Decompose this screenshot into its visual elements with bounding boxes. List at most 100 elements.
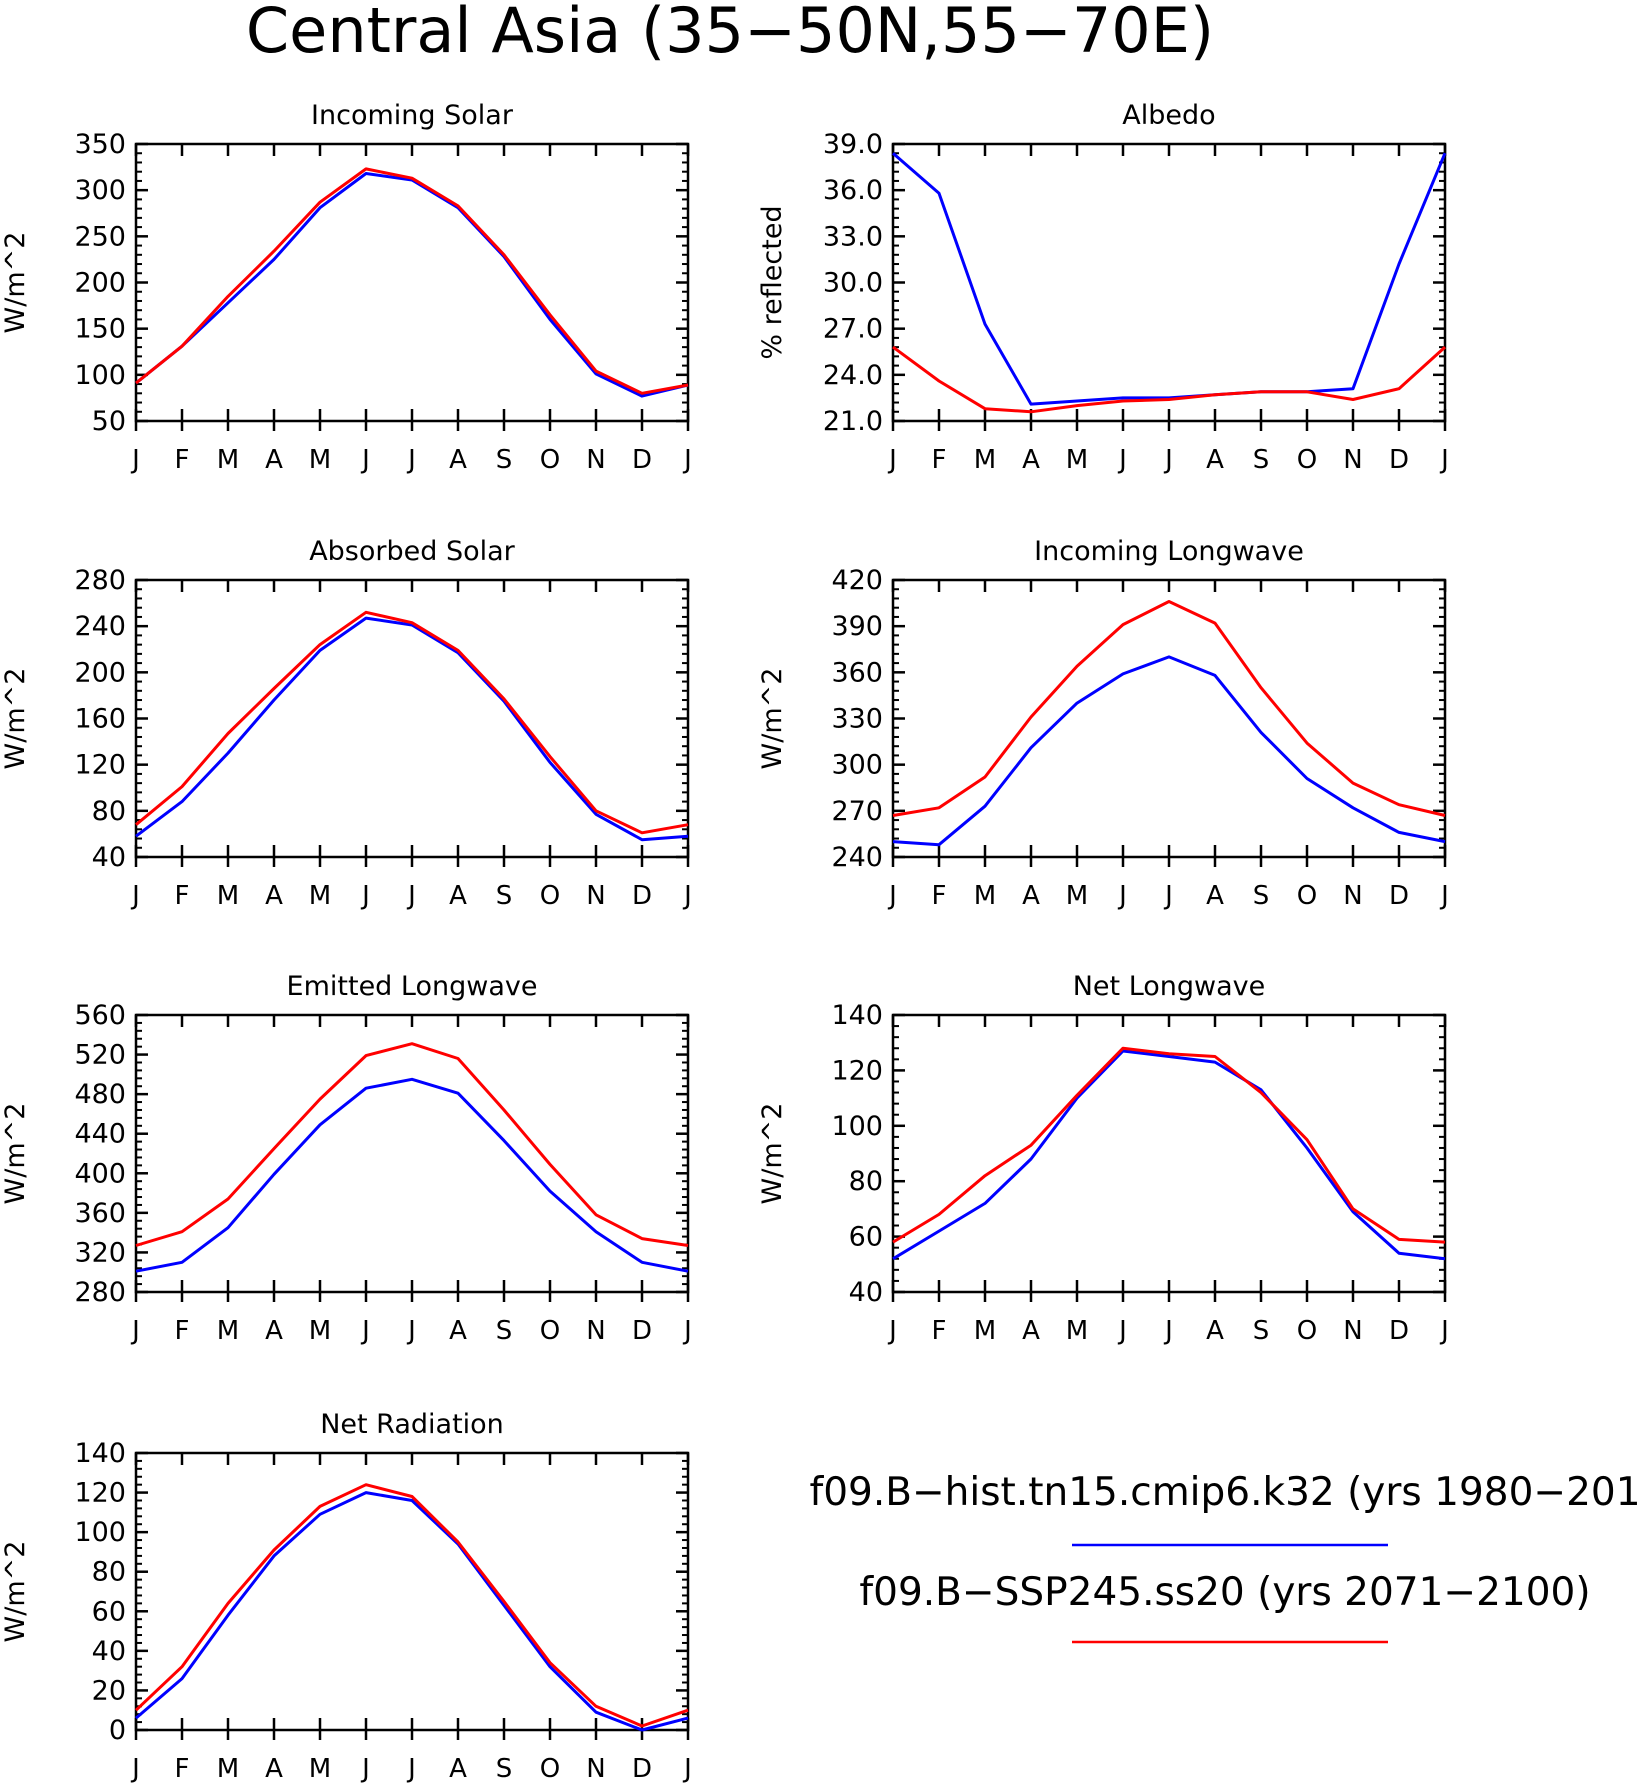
y-axis-label: W/m^2 — [0, 232, 31, 334]
x-tick-label: M — [309, 1316, 331, 1346]
y-tick-label: 140 — [74, 1438, 126, 1469]
series-line — [892, 1049, 1446, 1261]
y-tick-label: 200 — [74, 657, 126, 688]
y-tick-label: 270 — [831, 796, 883, 827]
y-tick-label: 400 — [74, 1158, 126, 1189]
panels-group: Incoming SolarW/m^250100150200250300350J… — [0, 100, 1449, 1783]
x-tick-label: F — [175, 881, 190, 911]
x-tick-label: A — [1206, 1316, 1224, 1346]
y-tick-label: 80 — [92, 1557, 126, 1588]
x-tick-label: J — [682, 1754, 692, 1783]
x-tick-label: J — [682, 881, 692, 911]
x-tick-label: J — [130, 1316, 140, 1346]
y-tick-label: 120 — [74, 1478, 126, 1509]
chart-panel: Incoming Longwave W/m^2 240 270 300 330 360 390… — [757, 536, 1449, 911]
y-tick-label: 350 — [74, 129, 126, 160]
x-tick-label: M — [309, 1754, 331, 1783]
x-tick-label: O — [540, 1754, 560, 1783]
x-tick-label: J — [406, 1316, 416, 1346]
series-line — [135, 1491, 689, 1732]
y-tick-label: 40 — [92, 842, 126, 873]
x-tick-label: S — [496, 1754, 513, 1783]
x-tick-label: M — [217, 445, 239, 475]
x-tick-label: N — [1343, 1316, 1362, 1346]
x-tick-label: J — [1117, 881, 1127, 911]
y-tick-label: 120 — [74, 750, 126, 781]
chart-panel: Incoming Solar W/m^2 50 100 150 200 250 300 350 J… — [0, 100, 692, 475]
y-tick-label: 80 — [92, 796, 126, 827]
chart-panel: Albedo % reflected 21.0 24.0 27.0 30.0 33.0 36.… — [757, 100, 1449, 475]
x-tick-label: D — [1389, 1316, 1409, 1346]
x-tick-label: M — [974, 445, 996, 475]
x-tick-label: A — [449, 445, 467, 475]
y-axis-label: W/m^2 — [0, 1103, 31, 1205]
y-tick-label: 80 — [849, 1166, 883, 1197]
x-tick-label: M — [217, 1754, 239, 1783]
x-tick-label: S — [496, 445, 513, 475]
x-tick-label: A — [265, 881, 283, 911]
x-tick-label: J — [887, 1316, 897, 1346]
series-line — [892, 655, 1446, 847]
y-tick-label: 150 — [74, 314, 126, 345]
panel-title: Absorbed Solar — [309, 536, 515, 567]
panel-title: Incoming Longwave — [1034, 536, 1304, 567]
y-tick-label: 27.0 — [823, 314, 883, 345]
x-tick-label: A — [1022, 445, 1040, 475]
y-tick-label: 440 — [74, 1119, 126, 1150]
series-line — [135, 1042, 689, 1247]
x-tick-label: N — [586, 881, 605, 911]
page-title: Central Asia (35−50N,55−70E) — [246, 0, 1214, 67]
x-tick-label: D — [1389, 445, 1409, 475]
x-tick-label: A — [265, 1316, 283, 1346]
x-tick-label: O — [540, 1316, 560, 1346]
x-tick-label: J — [682, 1316, 692, 1346]
x-tick-label: J — [1439, 881, 1449, 911]
y-tick-label: 24.0 — [823, 360, 883, 391]
y-tick-label: 360 — [831, 657, 883, 688]
chart-panel: Emitted Longwave W/m^2 280 320 360 400 440 480 5… — [0, 971, 692, 1346]
x-tick-label: N — [1343, 445, 1362, 475]
x-tick-label: M — [1066, 1316, 1088, 1346]
x-tick-label: M — [974, 1316, 996, 1346]
x-tick-label: J — [360, 1754, 370, 1783]
y-tick-label: 120 — [831, 1055, 883, 1086]
y-tick-label: 320 — [74, 1237, 126, 1268]
x-tick-label: J — [1439, 445, 1449, 475]
series-line — [135, 172, 689, 398]
x-tick-label: J — [406, 881, 416, 911]
panel-title: Incoming Solar — [311, 100, 514, 131]
y-tick-label: 40 — [92, 1636, 126, 1667]
x-tick-label: J — [130, 1754, 140, 1783]
y-tick-label: 300 — [831, 750, 883, 781]
series-line — [892, 152, 1447, 406]
x-tick-label: M — [309, 881, 331, 911]
legend-label-historical: f09.B−hist.tn15.cmip6.k32 (yrs 1980−201 — [809, 1470, 1640, 1515]
plot-frame — [134, 1451, 690, 1732]
x-tick-label: J — [1163, 445, 1173, 475]
x-tick-label: D — [1389, 881, 1409, 911]
series-line — [134, 1483, 689, 1728]
panel-title: Net Radiation — [320, 1409, 504, 1440]
x-tick-label: J — [682, 445, 692, 475]
x-tick-label: S — [1253, 881, 1270, 911]
y-tick-label: 100 — [74, 360, 126, 391]
x-tick-label: S — [1253, 445, 1270, 475]
panel-title: Albedo — [1122, 100, 1215, 131]
x-tick-label: J — [406, 445, 416, 475]
y-tick-label: 240 — [74, 611, 126, 642]
x-tick-label: M — [217, 881, 239, 911]
y-axis-label: W/m^2 — [0, 1541, 31, 1643]
y-axis-label: W/m^2 — [0, 668, 31, 770]
panel-title: Emitted Longwave — [287, 971, 538, 1002]
y-tick-label: 40 — [849, 1277, 883, 1308]
x-tick-label: N — [586, 445, 605, 475]
x-tick-label: J — [1117, 445, 1127, 475]
x-tick-label: A — [1022, 881, 1040, 911]
x-tick-label: A — [449, 881, 467, 911]
x-tick-label: D — [632, 1754, 652, 1783]
y-tick-label: 280 — [74, 1277, 126, 1308]
x-tick-label: J — [360, 881, 370, 911]
